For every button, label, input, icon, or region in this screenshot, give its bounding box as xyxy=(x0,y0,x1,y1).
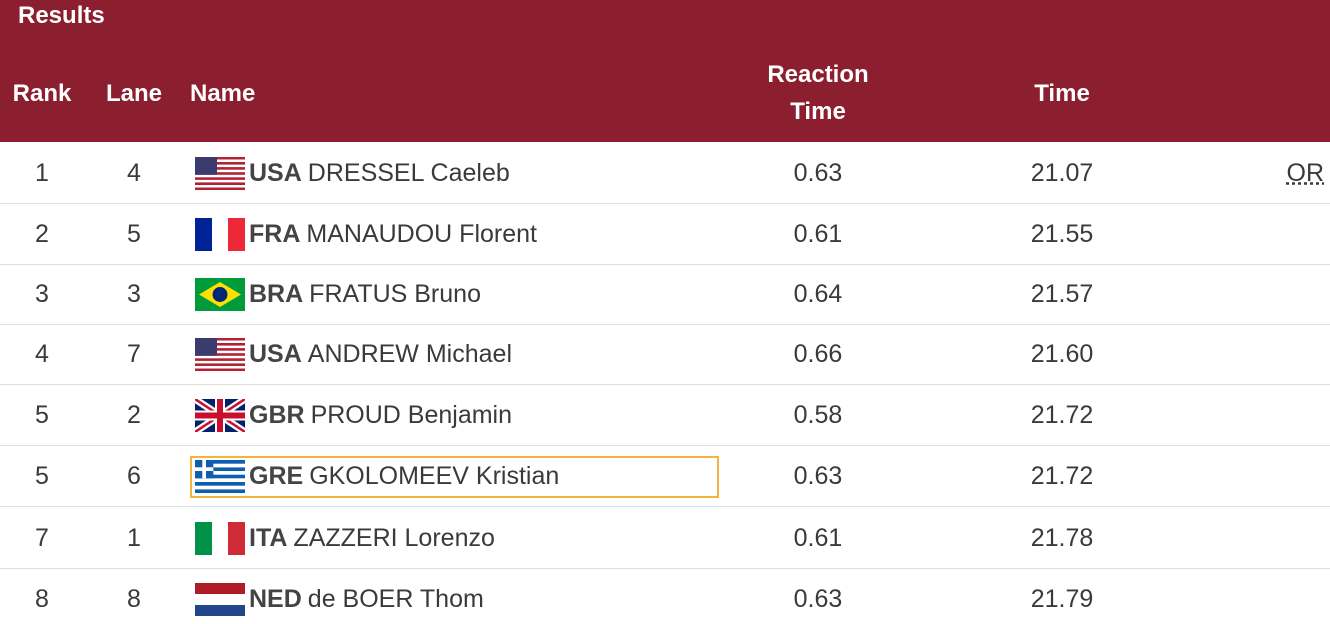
result-row[interactable]: 8 8 NED de BOER Thom 0.63 21.79 xyxy=(0,569,1330,624)
time: 21.72 xyxy=(1030,400,1094,429)
noc: USA xyxy=(249,158,302,187)
flag xyxy=(195,522,245,555)
result-row[interactable]: 5 6 GRE GKOLOMEEV Kristian 0.63 21.72 xyxy=(0,446,1330,507)
athlete[interactable]: ITA ZAZZERI Lorenzo xyxy=(249,508,495,568)
flag xyxy=(195,157,245,190)
athlete-name: ZAZZERI Lorenzo xyxy=(293,523,495,552)
time: 21.79 xyxy=(1030,584,1094,613)
column-header: Lane xyxy=(105,79,162,107)
column-header: Rank xyxy=(12,79,72,107)
flag xyxy=(195,338,245,371)
column-header: Time xyxy=(1034,79,1090,107)
lane: 1 xyxy=(127,523,141,552)
time: 21.07 xyxy=(1030,158,1094,187)
rank: 7 xyxy=(35,523,49,552)
athlete-name: GKOLOMEEV Kristian xyxy=(309,461,560,490)
flag xyxy=(195,218,245,251)
reaction-time: 0.63 xyxy=(793,461,843,490)
time: 21.55 xyxy=(1030,219,1094,248)
noc: FRA xyxy=(249,219,301,248)
time: 21.60 xyxy=(1030,339,1094,368)
reaction-time: 0.66 xyxy=(793,339,843,368)
table-header: Results Rank Lane Name Reaction Time Tim… xyxy=(0,0,1330,142)
flag xyxy=(195,460,245,493)
result-row[interactable]: 4 7 USA ANDREW Michael 0.66 21.60 xyxy=(0,324,1330,385)
result-row[interactable]: 3 3 BRA FRATUS Bruno 0.64 21.57 xyxy=(0,264,1330,325)
athlete[interactable]: NED de BOER Thom xyxy=(249,569,484,624)
lane: 6 xyxy=(127,461,141,490)
lane: 3 xyxy=(127,279,141,308)
athlete[interactable]: USA DRESSEL Caeleb xyxy=(249,143,510,203)
reaction-time: 0.61 xyxy=(793,523,843,552)
flag xyxy=(195,278,245,311)
lane: 7 xyxy=(127,339,141,368)
lane: 4 xyxy=(127,158,141,187)
rank: 4 xyxy=(35,339,49,368)
rank: 3 xyxy=(35,279,49,308)
result-row[interactable]: 7 1 ITA ZAZZERI Lorenzo 0.61 21.78 xyxy=(0,508,1330,569)
athlete[interactable]: USA ANDREW Michael xyxy=(249,324,512,384)
noc: USA xyxy=(249,339,302,368)
result-row[interactable]: 2 5 FRA MANAUDOU Florent 0.61 21.55 xyxy=(0,204,1330,265)
time: 21.57 xyxy=(1030,279,1094,308)
noc: NED xyxy=(249,584,302,613)
result-row[interactable]: 1 4 USA DRESSEL Caeleb 0.63 21.07 OR xyxy=(0,143,1330,204)
reaction-time: 0.61 xyxy=(793,219,843,248)
noc: ITA xyxy=(249,523,288,552)
athlete[interactable]: BRA FRATUS Bruno xyxy=(249,264,481,324)
rank: 8 xyxy=(35,584,49,613)
reaction-time: 0.63 xyxy=(793,158,843,187)
flag xyxy=(195,583,245,616)
athlete-name: de BOER Thom xyxy=(307,584,484,613)
reaction-time: 0.64 xyxy=(793,279,843,308)
athlete[interactable]: FRA MANAUDOU Florent xyxy=(249,204,537,264)
column-header: Name xyxy=(190,79,256,107)
athlete-name: DRESSEL Caeleb xyxy=(307,158,510,187)
reaction-time: 0.63 xyxy=(793,584,843,613)
flag xyxy=(195,399,245,432)
reaction-time: 0.58 xyxy=(793,400,843,429)
lane: 5 xyxy=(127,219,141,248)
time: 21.78 xyxy=(1030,523,1094,552)
noc: BRA xyxy=(249,279,304,308)
athlete-name: ANDREW Michael xyxy=(307,339,512,368)
athlete-name: FRATUS Bruno xyxy=(309,279,481,308)
noc: GBR xyxy=(249,400,305,429)
athlete-name: MANAUDOU Florent xyxy=(306,219,537,248)
athlete-name: PROUD Benjamin xyxy=(310,400,513,429)
column-header: Reaction Time xyxy=(767,61,869,125)
lane: 8 xyxy=(127,584,141,613)
record[interactable]: OR xyxy=(1286,158,1325,187)
athlete[interactable]: GBR PROUD Benjamin xyxy=(249,385,512,445)
section-title: Results xyxy=(18,2,105,29)
noc: GRE xyxy=(249,461,304,490)
athlete[interactable]: GRE GKOLOMEEV Kristian xyxy=(249,446,559,506)
result-row[interactable]: 5 2 GBR PROUD Benjamin 0.58 21.72 xyxy=(0,385,1330,446)
lane: 2 xyxy=(127,400,141,429)
time: 21.72 xyxy=(1030,461,1094,490)
rank: 1 xyxy=(35,158,49,187)
rank: 5 xyxy=(35,400,49,429)
focus-outline xyxy=(190,456,719,498)
rank: 5 xyxy=(35,461,49,490)
rank: 2 xyxy=(35,219,49,248)
